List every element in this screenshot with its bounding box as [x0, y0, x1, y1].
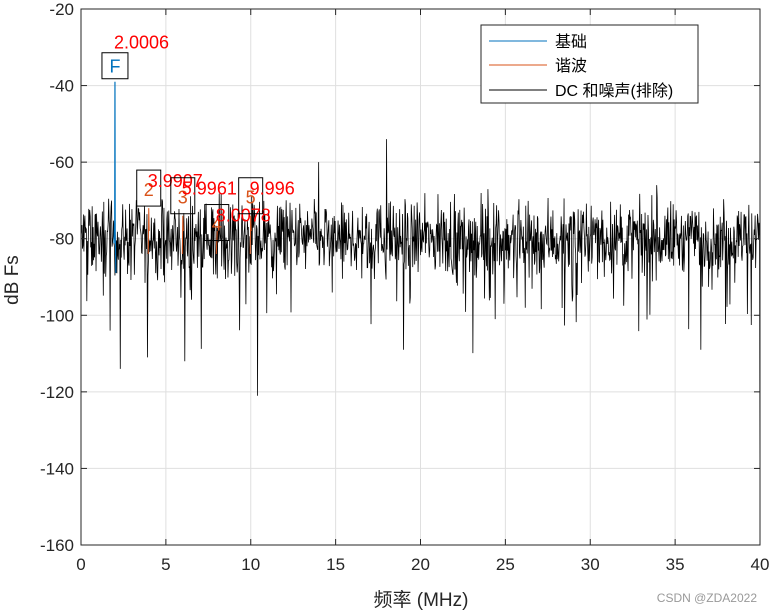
x-tick-label: 0	[76, 555, 85, 574]
y-tick-label: -120	[40, 383, 74, 402]
x-tick-label: 25	[496, 555, 515, 574]
harmonic-peak-5	[249, 215, 252, 255]
fundamental-marker-label: F	[109, 57, 120, 77]
axes	[80, 8, 761, 546]
harmonic-marker-box	[170, 177, 196, 215]
harmonic-freq-label: 9.996	[250, 179, 295, 199]
x-tick-label: 35	[666, 555, 685, 574]
harmonic-freq-label: 3.9907	[148, 171, 203, 191]
harmonic-peak-4	[215, 231, 218, 255]
y-tick-label: -160	[40, 536, 74, 555]
x-tick-label: 40	[751, 555, 770, 574]
legend-label-harmonics: 谐波	[555, 57, 587, 75]
tick-labels: 0 5 10 15 20 25 30 35 40-20-40-60-80-100-120-140…	[40, 0, 769, 574]
harmonic-marker-box	[238, 177, 264, 215]
x-tick-label: 10	[241, 555, 260, 574]
y-tick-label: -80	[49, 230, 74, 249]
legend: 基础 谐波 DC 和噪声(排除)	[480, 24, 699, 104]
harmonic-marker-label: 4	[212, 215, 222, 235]
harmonic-marker-label: 5	[246, 188, 256, 208]
x-tick-label: 15	[326, 555, 345, 574]
series-harmonics	[147, 208, 252, 255]
fundamental-peak	[113, 81, 117, 273]
y-axis-label: dB Fs	[2, 255, 23, 305]
harmonic-freq-label: 5.9961	[182, 179, 237, 199]
y-tick-label: -60	[49, 153, 74, 172]
fundamental-freq-label: 2.0006	[114, 33, 169, 53]
x-tick-label: 5	[161, 555, 170, 574]
y-tick-label: -140	[40, 459, 74, 478]
y-tick-label: -40	[49, 77, 74, 96]
legend-label-fundamental: 基础	[555, 33, 587, 51]
y-tick-label: -100	[40, 306, 74, 325]
series-fundamental	[113, 81, 117, 273]
harmonic-marker-box	[204, 204, 230, 242]
x-tick-label: 30	[581, 555, 600, 574]
x-tick-label: 20	[411, 555, 430, 574]
harmonic-marker-label: 3	[178, 188, 188, 208]
noise-trace	[80, 139, 761, 519]
harmonic-peak-2	[147, 208, 150, 255]
watermark: CSDN @ZDA2022	[657, 591, 758, 605]
series-noise-line	[80, 139, 761, 519]
harmonic-marker-box	[136, 169, 162, 207]
legend-label-noise: DC 和噪声(排除)	[555, 82, 673, 100]
y-tick-label: -20	[49, 0, 74, 19]
harmonic-freq-label: 8.0078	[216, 206, 271, 226]
fundamental-marker-box	[101, 52, 129, 80]
harmonic-peak-3	[181, 215, 184, 255]
harmonic-marker-label: 2	[144, 180, 154, 200]
x-axis-label: 频率 (MHz)	[374, 589, 469, 611]
